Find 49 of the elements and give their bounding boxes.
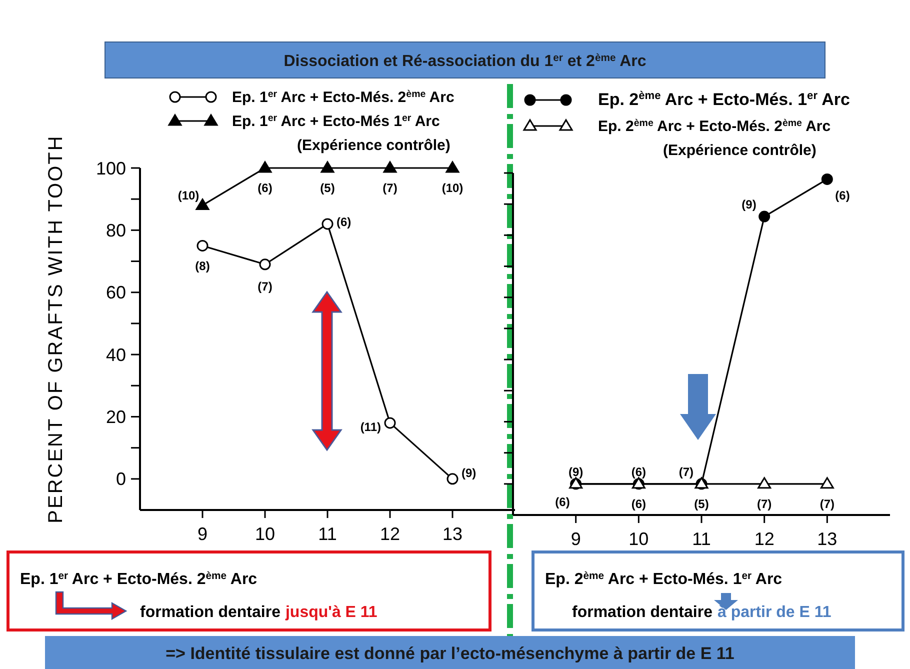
x-tick-label: 13 (442, 524, 463, 544)
annotation: (11) (360, 420, 381, 434)
text: Ep. 2$^{ème}$ Arc + Ecto-Més. 1$^{er}$ Arc (545, 570, 782, 588)
x-tick-label: 10 (628, 529, 649, 549)
annotation: (7) (382, 181, 398, 196)
x-tick-label: 9 (197, 524, 208, 544)
y-tick-label: 100 (96, 158, 126, 178)
x-tick-label: 9 (570, 529, 581, 549)
annotation: (7) (756, 497, 772, 512)
annotation: (10) (178, 188, 200, 203)
annotation: (10) (442, 181, 464, 196)
annotation: (7) (820, 497, 835, 512)
y-tick-label: 20 (106, 407, 126, 428)
chart-title: Dissociation et Ré-association du 1$^{er}$ et 2$^{ème}$ Arc (284, 52, 646, 70)
y-tick-label: 80 (106, 220, 126, 240)
x-tick-label: 10 (254, 524, 276, 544)
text: à partir de E 11 (717, 604, 832, 621)
y-tick-label: 0 (116, 469, 126, 490)
text: jusqu'à E 11 (284, 604, 378, 621)
x-tick-label: 13 (817, 529, 838, 549)
y-tick-label: 40 (106, 344, 126, 365)
annotation: (5) (694, 497, 709, 512)
legend-label: Ep. 1$^{er}$ Arc + Ecto-Més. 2$^{ème}$ Arc (232, 88, 454, 106)
annotation: (7) (258, 280, 272, 294)
annotation: (6) (336, 215, 352, 230)
annotation: (9) (462, 466, 476, 480)
annotation: (6) (258, 181, 272, 196)
annotation: (6) (555, 495, 570, 510)
annotation: (6) (835, 188, 850, 202)
x-tick-label: 11 (318, 524, 337, 544)
annotation: (6) (631, 465, 646, 480)
y-tick-label: 60 (106, 282, 126, 303)
text: => Identité tissulaire est donné par l’ecto-mésenchyme à partir de E 11 (166, 644, 734, 663)
text: formation dentaire (572, 604, 713, 621)
annotation: (6) (631, 497, 646, 512)
annotation: (9) (568, 465, 584, 480)
legend-label: Ep. 1$^{er}$ Arc + Ecto-Més 1$^{er}$ Arc (Expérience contrôle) (232, 112, 450, 154)
x-tick-label: 12 (754, 529, 774, 549)
legend-label: Ep. 2$^{ème}$ Arc + Ecto-Més. 1$^{er}$ Arc (598, 90, 850, 109)
annotation: (7) (678, 465, 694, 480)
annotation: (9) (742, 198, 756, 212)
text: formation dentaire (140, 604, 281, 621)
y-axis-title: PERCENT OF GRAFTS WITH TOOTH (45, 134, 67, 524)
x-tick-label: 12 (380, 524, 400, 544)
annotation: (5) (320, 181, 335, 196)
legend-label: Ep. 2$^{ème}$ Arc + Ecto-Més. 2$^{ème}$ Arc (Expérience contrôle) (598, 118, 831, 159)
x-tick-label: 11 (692, 529, 711, 549)
text: Ep. 1$^{er}$ Arc + Ecto-Més. 2$^{ème}$ Arc (20, 570, 258, 588)
annotation: (8) (195, 258, 210, 273)
